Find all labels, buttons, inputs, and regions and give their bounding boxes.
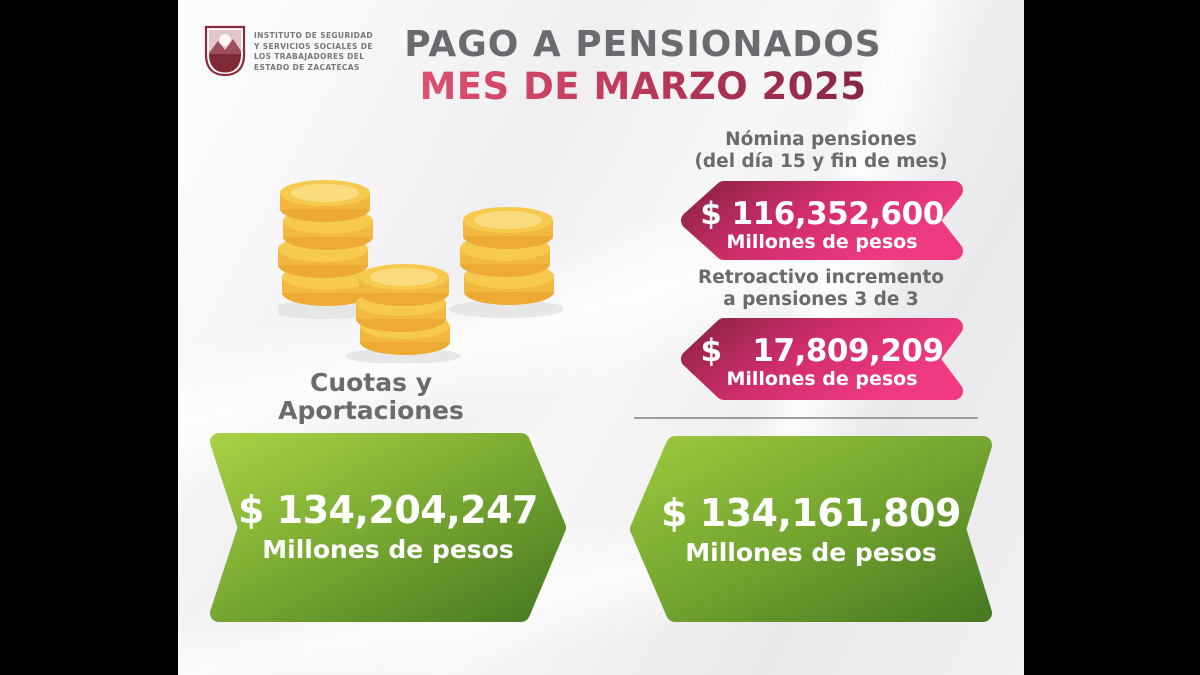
nomina-label: Nómina pensiones (del día 15 y fin de me… — [668, 129, 974, 173]
letterbox-right — [1024, 0, 1200, 675]
cuotas-label: Cuotas y Aportaciones — [246, 369, 496, 425]
institution-line: INSTITUTO DE SEGURIDAD — [254, 31, 373, 40]
cuotas-amount-banner: $ 134,204,247 Millones de pesos — [210, 433, 566, 622]
nomina-amount-banner: $ 116,352,600 Millones de pesos — [681, 181, 963, 260]
slide-background: INSTITUTO DE SEGURIDAD Y SERVICIOS SOCIA… — [178, 0, 1024, 675]
institution-name: INSTITUTO DE SEGURIDAD Y SERVICIOS SOCIA… — [254, 31, 373, 73]
retroactivo-label-line2: a pensiones 3 de 3 — [723, 289, 919, 310]
coin-stack-right — [460, 207, 554, 305]
nomina-unit: Millones de pesos — [726, 231, 918, 253]
cuotas-amount: $ 134,204,247 — [237, 488, 539, 532]
gold-coin-stacks-icon — [278, 180, 563, 363]
pensions-total-banner: $ 134,161,809 Millones de pesos — [630, 436, 992, 622]
nomina-label-line1: Nómina pensiones — [725, 129, 917, 150]
coin-stack-middle — [356, 264, 450, 355]
retroactivo-label: Retroactivo incremento a pensiones 3 de … — [668, 267, 974, 311]
cuotas-unit: Millones de pesos — [262, 535, 514, 564]
cuotas-label-line1: Cuotas y — [309, 368, 433, 397]
green-arrow-shape — [630, 436, 992, 622]
retroactivo-amount-banner: $ 17,809,209 Millones de pesos — [681, 318, 963, 400]
institution-line: LOS TRABAJADORES DEL — [254, 52, 365, 61]
retroactivo-label-line1: Retroactivo incremento — [697, 267, 944, 288]
page-subtitle: MES DE MARZO 2025 — [378, 66, 908, 108]
pink-ribbon-shape — [681, 181, 963, 260]
section-divider — [634, 417, 978, 419]
issstezac-shield-logo — [204, 25, 246, 77]
cuotas-label-line2: Aportaciones — [278, 396, 464, 425]
coin-stack-left — [278, 180, 373, 306]
green-arrow-shape — [210, 433, 566, 622]
retroactivo-amount: $ 17,809,209 — [700, 333, 944, 369]
retroactivo-unit: Millones de pesos — [726, 368, 918, 390]
institution-line: Y SERVICIOS SOCIALES DE — [254, 41, 373, 51]
pensions-total-unit: Millones de pesos — [685, 538, 937, 567]
letterbox-left — [0, 0, 178, 675]
nomina-amount: $ 116,352,600 — [700, 196, 944, 232]
title-block: PAGO A PENSIONADOS MES DE MARZO 2025 — [378, 24, 908, 108]
nomina-label-line2: (del día 15 y fin de mes) — [694, 151, 948, 172]
institution-line: ESTADO DE ZACATECAS — [254, 62, 360, 72]
page-title: PAGO A PENSIONADOS — [404, 24, 882, 65]
pink-ribbon-shape — [681, 318, 963, 400]
pensions-total-amount: $ 134,161,809 — [660, 491, 962, 535]
